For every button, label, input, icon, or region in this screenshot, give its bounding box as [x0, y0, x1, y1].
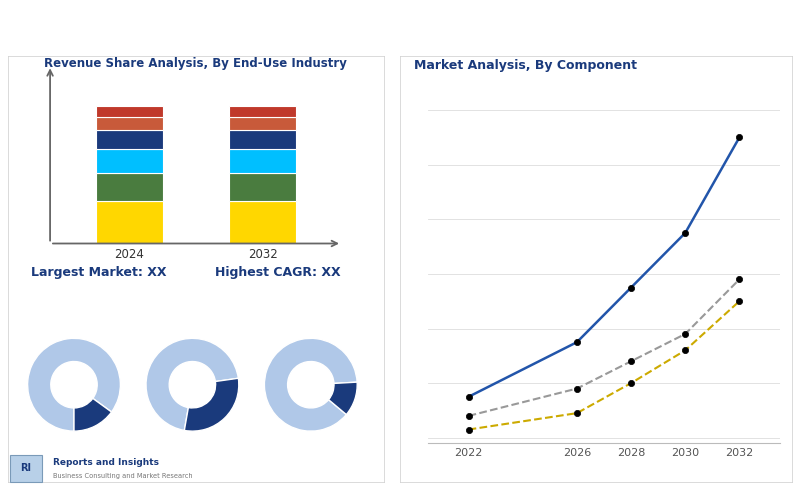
Text: Revenue Share Analysis, By End-Use Industry: Revenue Share Analysis, By End-Use Indus… — [44, 57, 347, 70]
Wedge shape — [28, 338, 120, 431]
Wedge shape — [329, 382, 357, 414]
Bar — [230, 201, 296, 244]
FancyBboxPatch shape — [10, 455, 42, 482]
Bar — [96, 131, 162, 149]
Bar — [230, 149, 296, 173]
Text: Market Analysis, By Component: Market Analysis, By Component — [414, 59, 637, 72]
Bar — [230, 117, 296, 131]
Bar — [96, 173, 162, 201]
Wedge shape — [146, 338, 238, 431]
Bar — [96, 201, 162, 244]
Wedge shape — [74, 398, 111, 431]
Text: Rl: Rl — [21, 463, 31, 473]
Text: Business Consulting and Market Research: Business Consulting and Market Research — [53, 473, 193, 479]
Text: Highest CAGR: XX: Highest CAGR: XX — [214, 266, 340, 279]
Text: GLOBAL ELECTRIC MOTOR TESTING SYSTEM MARKET SEGMENT ANALYSIS: GLOBAL ELECTRIC MOTOR TESTING SYSTEM MAR… — [12, 18, 617, 33]
Bar — [230, 106, 296, 117]
Bar — [96, 106, 162, 117]
Bar — [230, 131, 296, 149]
Bar — [96, 149, 162, 173]
Wedge shape — [265, 338, 357, 431]
Text: Largest Market: XX: Largest Market: XX — [30, 266, 166, 279]
Bar — [230, 173, 296, 201]
Wedge shape — [184, 378, 238, 431]
Bar — [96, 117, 162, 131]
Text: Reports and Insights: Reports and Insights — [53, 458, 158, 467]
